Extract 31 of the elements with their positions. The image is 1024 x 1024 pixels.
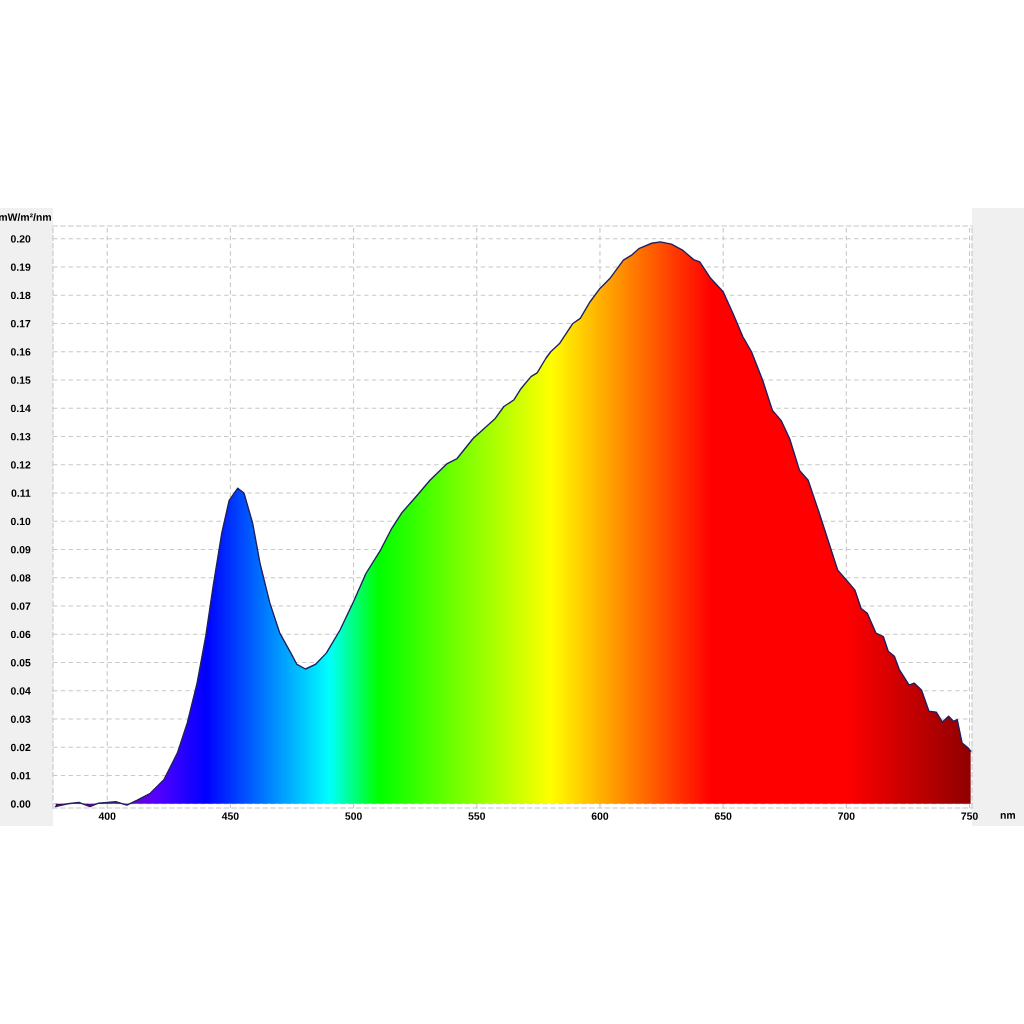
y-tick-label: 0.19	[10, 263, 31, 271]
y-tick-label: 0.06	[10, 630, 31, 639]
y-tick-label: 0.00	[10, 800, 31, 808]
x-tick-label: 450	[221, 812, 239, 820]
y-tick-label: 0.04	[10, 687, 31, 695]
y-tick-label: 0.18	[10, 291, 31, 300]
x-tick-label: 650	[714, 812, 732, 820]
y-tick-label: 0.16	[10, 348, 31, 356]
y-tick-label: 0.09	[10, 545, 31, 554]
y-tick-label: 0.10	[10, 517, 31, 526]
y-tick-label: 0.02	[10, 743, 31, 752]
x-tick-label: 700	[838, 812, 855, 820]
y-tick-label: 0.15	[10, 376, 31, 384]
x-tick-label: 600	[591, 812, 609, 820]
y-tick-label: 0.07	[10, 602, 31, 610]
x-tick-label: 550	[468, 812, 486, 820]
y-tick-label: 0.17	[10, 319, 31, 328]
y-tick-label: 0.13	[10, 432, 31, 441]
x-tick-label: 750	[961, 812, 978, 820]
x-tick-label: 400	[98, 812, 116, 820]
y-tick-label: 0.14	[10, 404, 31, 413]
y-axis-title: mW/m²/nm	[0, 213, 51, 221]
y-tick-label: 0.20	[10, 235, 31, 243]
y-tick-label: 0.05	[10, 659, 31, 667]
y-tick-label: 0.03	[10, 715, 31, 723]
y-tick-label: 0.08	[10, 574, 31, 582]
y-tick-label: 0.12	[10, 461, 31, 469]
y-tick-label: 0.01	[10, 772, 31, 780]
y-tick-label: 0.11	[11, 489, 31, 497]
x-axis-title: nm	[1000, 813, 1016, 819]
x-tick-label: 500	[345, 812, 362, 820]
